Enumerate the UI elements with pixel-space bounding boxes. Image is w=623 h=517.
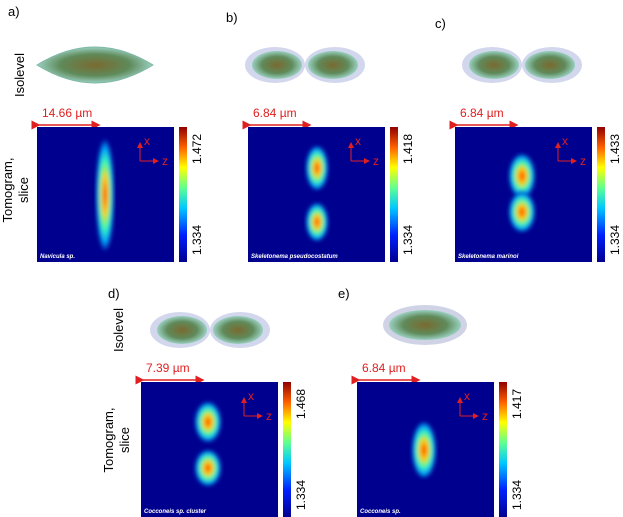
axis-label: x [562,134,568,148]
cell [96,139,114,251]
colorbar [390,127,398,262]
panel-label: a) [8,4,20,19]
row-label: Tomogram, [101,407,116,472]
cell [509,192,535,232]
species-label: Skeletonema pseudocostatum [251,254,338,260]
colorbar [499,382,507,517]
cell [509,154,535,198]
axis-label: z [580,154,586,168]
scale-label: 14.66 µm [42,106,92,120]
species-label: Navicula sp. [40,254,75,260]
isolevel-render [157,316,207,344]
colorbar [179,127,187,262]
axis-label: z [482,409,488,423]
colorbar-min: 1.334 [608,225,622,255]
axis-label: z [266,409,272,423]
panel-label: e) [338,286,350,301]
isolevel-render [525,51,575,79]
colorbar-min: 1.334 [510,480,524,510]
axis-label: x [355,134,361,148]
colorbar-max: 1.417 [510,389,524,419]
axis-label: z [162,154,168,168]
colorbar [597,127,605,262]
scale-label: 6.84 µm [460,106,504,120]
colorbar-max: 1.418 [401,134,415,164]
scale-label: 6.84 µm [362,361,406,375]
scale-label: 6.84 µm [253,106,297,120]
isolevel-render [37,47,153,83]
axis-label: z [373,154,379,168]
colorbar-max: 1.472 [190,134,204,164]
row-label: Tomogram, [0,157,15,222]
species-label: Cocconeis sp. [360,509,401,515]
cell [412,422,436,478]
isolevel-render [389,310,461,340]
cell [195,402,221,442]
axis-label: x [464,389,470,403]
colorbar-min: 1.334 [190,225,204,255]
isolevel-render [252,51,302,79]
colorbar-min: 1.334 [401,225,415,255]
row-label: Isolevel [12,53,27,97]
isolevel-render [213,316,263,344]
colorbar-max: 1.468 [294,389,308,419]
isolevel-render [308,51,358,79]
species-label: Cocconeis sp. cluster [144,509,207,515]
row-label: Isolevel [111,308,126,352]
row-label: slice [16,177,31,203]
species-label: Skeletonema marinoi [458,254,519,260]
row-label: slice [117,427,132,453]
axis-label: x [248,389,254,403]
axis-label: x [144,134,150,148]
colorbar-min: 1.334 [294,480,308,510]
colorbar [283,382,291,517]
cell [306,203,328,241]
cell [195,450,221,486]
panel-label: d) [108,286,120,301]
scale-label: 7.39 µm [146,361,190,375]
figure: IsolevelTomogram,sliceIsolevelTomogram,s… [0,0,623,517]
panel-label: c) [435,16,446,31]
panel-label: b) [226,10,238,25]
colorbar-max: 1.433 [608,134,622,164]
cell [306,146,328,190]
isolevel-render [469,51,519,79]
